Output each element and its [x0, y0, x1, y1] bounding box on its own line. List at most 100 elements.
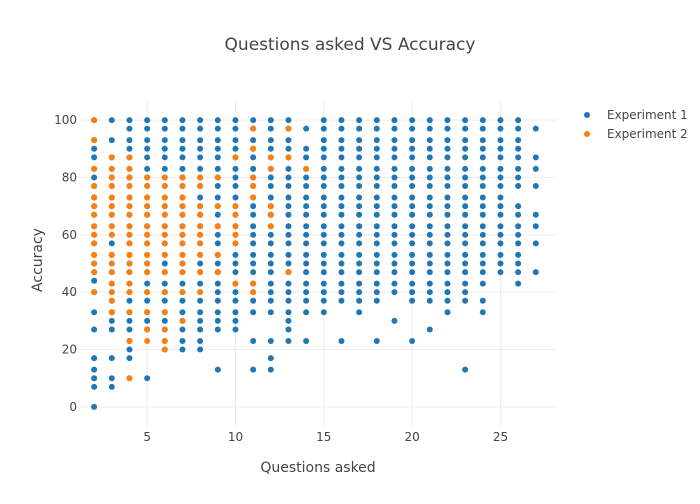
data-point [108, 375, 115, 382]
x-tick-label: 15 [316, 430, 331, 444]
data-point [267, 337, 274, 344]
data-point [285, 317, 292, 324]
data-point [126, 165, 133, 172]
data-point [179, 211, 186, 218]
data-point [462, 366, 469, 373]
data-point [320, 309, 327, 316]
x-tick-label: 25 [493, 430, 508, 444]
data-point [426, 165, 433, 172]
data-point [232, 297, 239, 304]
data-point [391, 231, 398, 238]
data-point [426, 145, 433, 152]
data-point [267, 125, 274, 132]
data-point [126, 174, 133, 181]
data-point [250, 183, 257, 190]
data-point [179, 117, 186, 124]
data-point [267, 269, 274, 276]
data-point [144, 326, 151, 333]
data-point [179, 297, 186, 304]
data-point [179, 145, 186, 152]
data-point [338, 154, 345, 161]
data-point [179, 260, 186, 267]
data-point [126, 117, 133, 124]
data-point [267, 223, 274, 230]
data-point [267, 203, 274, 210]
data-point [426, 183, 433, 190]
data-point [267, 240, 274, 247]
data-point [232, 240, 239, 247]
data-point [409, 117, 416, 124]
data-point [338, 231, 345, 238]
data-point [373, 145, 380, 152]
data-point [444, 251, 451, 258]
data-point [144, 183, 151, 190]
data-point [197, 137, 204, 144]
data-point [356, 203, 363, 210]
data-point [250, 165, 257, 172]
data-point [303, 174, 310, 181]
data-point [267, 251, 274, 258]
data-point [179, 337, 186, 344]
data-point [285, 280, 292, 287]
data-point [462, 211, 469, 218]
data-point [515, 269, 522, 276]
data-point [515, 137, 522, 144]
data-point [108, 117, 115, 124]
data-point [391, 280, 398, 287]
data-point [232, 280, 239, 287]
data-point [444, 280, 451, 287]
data-point [426, 269, 433, 276]
data-point [214, 165, 221, 172]
data-point [409, 251, 416, 258]
data-point [338, 117, 345, 124]
data-point [250, 211, 257, 218]
data-point [126, 326, 133, 333]
data-point [409, 154, 416, 161]
data-point [214, 117, 221, 124]
y-tick-label: 60 [62, 228, 77, 242]
data-point [179, 194, 186, 201]
data-point [91, 194, 98, 201]
data-point [356, 174, 363, 181]
data-point [515, 165, 522, 172]
data-point [232, 145, 239, 152]
data-point [356, 183, 363, 190]
data-point [179, 326, 186, 333]
y-tick-label: 40 [62, 285, 77, 299]
data-point [303, 183, 310, 190]
data-point [409, 145, 416, 152]
data-point [320, 251, 327, 258]
data-point [250, 231, 257, 238]
data-point [161, 194, 168, 201]
data-point [91, 117, 98, 124]
data-point [197, 326, 204, 333]
data-point [479, 231, 486, 238]
data-point [479, 260, 486, 267]
data-point [214, 326, 221, 333]
data-point [409, 137, 416, 144]
data-point [144, 125, 151, 132]
data-point [444, 145, 451, 152]
data-point [462, 174, 469, 181]
legend-marker [584, 112, 590, 118]
data-point [285, 309, 292, 316]
data-point [250, 289, 257, 296]
data-point [409, 280, 416, 287]
data-point [250, 117, 257, 124]
data-point [444, 194, 451, 201]
data-point [303, 240, 310, 247]
data-point [462, 194, 469, 201]
data-point [532, 125, 539, 132]
data-point [391, 117, 398, 124]
data-point [497, 269, 504, 276]
data-point [108, 326, 115, 333]
data-point [426, 211, 433, 218]
data-point [144, 211, 151, 218]
data-point [267, 183, 274, 190]
data-point [267, 366, 274, 373]
data-point [409, 269, 416, 276]
data-point [161, 183, 168, 190]
data-point [409, 183, 416, 190]
data-point [338, 174, 345, 181]
data-point [285, 203, 292, 210]
